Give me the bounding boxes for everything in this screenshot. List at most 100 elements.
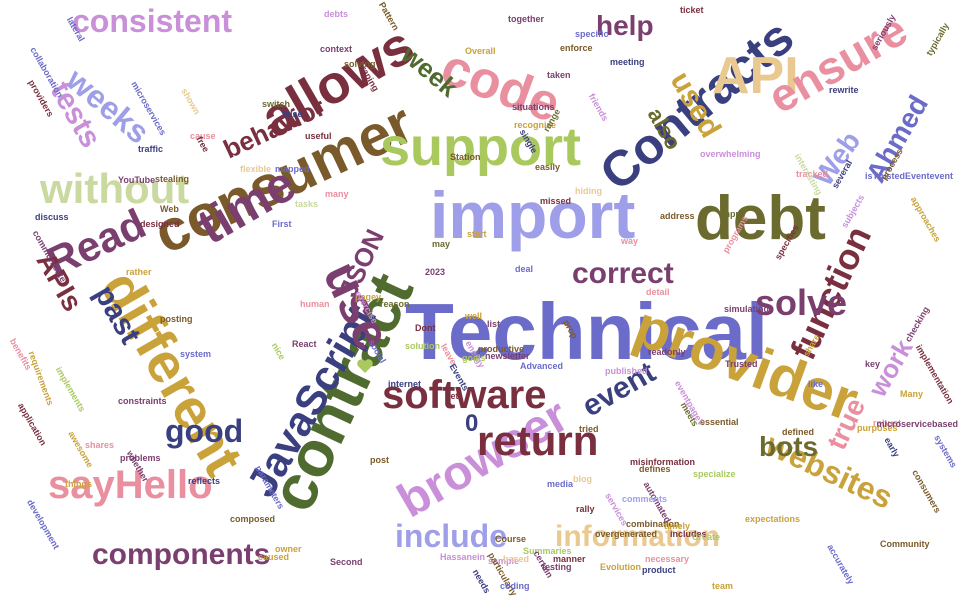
word: testing <box>542 562 572 572</box>
word: bots <box>759 431 819 462</box>
word: cause <box>190 131 216 141</box>
word: specialize <box>693 469 736 479</box>
word: import <box>430 178 636 252</box>
word: discuss <box>35 212 69 222</box>
word: defines <box>639 464 671 474</box>
word: stealing <box>155 174 190 184</box>
word: early <box>882 435 902 459</box>
word: Trusted <box>725 359 758 369</box>
word: tasks <box>295 199 319 209</box>
word: defined <box>782 427 815 437</box>
word: team <box>712 581 734 591</box>
word: key <box>865 359 881 369</box>
word: address <box>660 211 695 221</box>
word: rewrite <box>829 85 859 95</box>
word: consumers <box>910 467 943 515</box>
word: meeting <box>610 57 645 67</box>
word: Summaries <box>523 546 572 556</box>
word: shares <box>85 440 115 450</box>
word: Community <box>880 539 930 549</box>
word: Web <box>160 204 179 214</box>
word: systems <box>932 433 959 470</box>
word: newsletter <box>485 351 530 361</box>
word: detail <box>646 287 670 297</box>
word: without <box>40 165 190 212</box>
word: posting <box>160 314 193 324</box>
word: help <box>596 10 654 41</box>
word: Course <box>495 534 527 544</box>
word: comments <box>622 494 668 504</box>
word: friends <box>586 91 611 123</box>
word: API <box>712 47 799 105</box>
word: caused <box>258 552 290 562</box>
word: many <box>325 189 349 199</box>
word: Advanced <box>520 361 564 371</box>
word: Evolution <box>600 562 641 572</box>
word: post <box>370 455 389 465</box>
word: together <box>508 14 544 24</box>
word: solution <box>405 341 440 351</box>
word: Create <box>692 532 721 542</box>
word: support <box>380 117 581 177</box>
word: system <box>180 349 212 359</box>
word: traffic <box>138 144 164 154</box>
word: includes <box>670 529 707 539</box>
word: product <box>642 565 676 575</box>
word: things <box>65 479 92 489</box>
word: Hassanein <box>440 552 486 562</box>
word: well <box>465 311 483 321</box>
word: switch <box>262 99 291 109</box>
word: 2023 <box>425 267 446 277</box>
word: designed <box>140 219 180 229</box>
word: situations <box>512 102 555 112</box>
word: blog <box>573 474 592 484</box>
word: overwhelming <box>700 149 761 159</box>
word: pagey <box>355 292 382 302</box>
word: timely <box>664 521 691 531</box>
word: Dont <box>415 323 436 333</box>
word: implements <box>53 365 88 414</box>
word: human <box>300 299 330 309</box>
word: manner <box>553 554 586 564</box>
word: YouTube <box>118 175 156 185</box>
word: needs <box>470 567 493 596</box>
word: robust <box>873 418 901 428</box>
word: media <box>547 479 574 489</box>
word: false <box>282 109 303 119</box>
heart-icon <box>357 359 373 373</box>
word: return <box>477 417 599 464</box>
word: owner <box>275 544 302 554</box>
word: Technical <box>405 287 769 376</box>
word: may <box>432 239 451 249</box>
word: mapped <box>275 164 310 174</box>
word: components <box>92 538 271 571</box>
word: start <box>467 229 487 239</box>
word: debt <box>695 184 826 253</box>
word: application <box>15 401 49 448</box>
word: Second <box>330 557 363 567</box>
word: easily <box>535 162 561 172</box>
word: approaches <box>908 194 943 244</box>
word: First <box>272 219 292 229</box>
word: enforce <box>560 43 593 53</box>
word: context <box>320 44 353 54</box>
word: requirements <box>26 349 56 407</box>
word: misinformation <box>630 457 696 467</box>
word: like <box>808 379 824 389</box>
word: useful <box>305 131 332 141</box>
word: constraints <box>118 396 167 406</box>
word: React <box>292 339 317 349</box>
word: specific <box>575 29 609 39</box>
word: tried <box>579 424 599 434</box>
word: necessary <box>645 554 690 564</box>
word: Many <box>900 389 924 399</box>
word: recognize <box>514 120 557 130</box>
word: solving <box>344 59 376 69</box>
word: microservicebased <box>876 419 958 429</box>
word: reason <box>380 299 410 309</box>
word: overgenerated <box>595 529 658 539</box>
word: information <box>555 520 720 553</box>
word: rally <box>576 504 595 514</box>
word: problems <box>120 453 161 463</box>
